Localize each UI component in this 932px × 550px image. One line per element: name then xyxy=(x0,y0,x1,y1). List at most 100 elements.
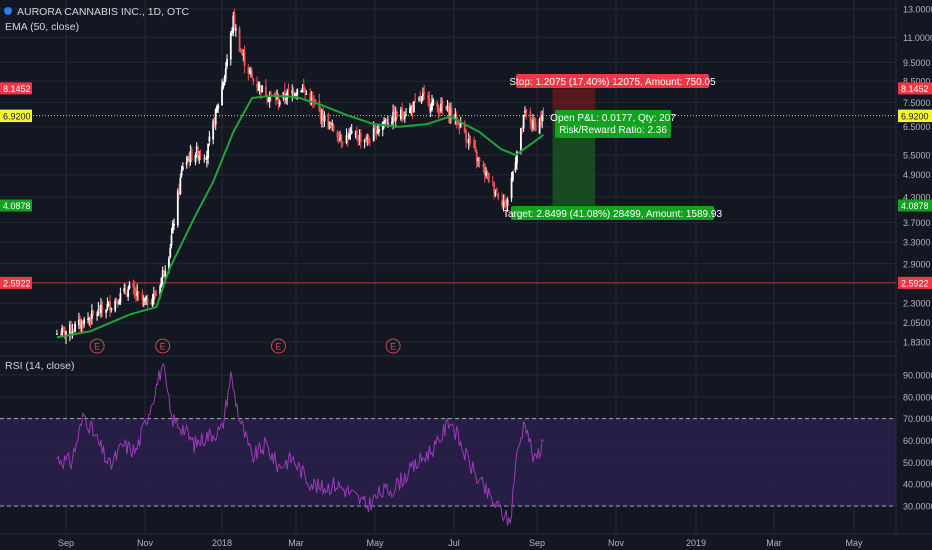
price-tick-label: 2.0500 xyxy=(903,318,931,328)
candle-body xyxy=(323,115,326,122)
candle-body xyxy=(224,68,227,79)
candle-body xyxy=(530,122,533,127)
candle-body xyxy=(208,136,211,142)
candle-body xyxy=(449,109,452,119)
pnl-label-bg[interactable] xyxy=(555,110,671,138)
candle-body xyxy=(119,293,122,303)
candle-body xyxy=(474,145,477,152)
candle-body xyxy=(465,130,467,141)
candle-body xyxy=(450,107,453,117)
candle-body xyxy=(115,298,118,302)
price-tag-value: 4.0878 xyxy=(3,201,31,211)
price-tick-label: 8.5000 xyxy=(903,77,931,87)
time-axis[interactable]: Sep Nov 2018 Mar May Jul Sep Nov 2019 Mar May xyxy=(58,538,863,548)
candle-body xyxy=(273,92,276,97)
candle-body xyxy=(402,115,405,119)
candle-body xyxy=(56,333,58,335)
price-tick-label: 6.5000 xyxy=(903,122,931,132)
time-tick-label: Sep xyxy=(58,538,74,548)
candle-body xyxy=(100,304,102,314)
candle-body xyxy=(278,101,281,105)
candle-body xyxy=(532,120,534,129)
rsi-axis[interactable]: 90.0000 80.0000 70.0000 60.0000 50.0000 40.00… xyxy=(903,371,932,512)
candle-body xyxy=(233,13,236,29)
candle-body xyxy=(339,137,341,140)
ema-legend[interactable]: EMA (50, close) xyxy=(5,21,79,33)
candle-body xyxy=(506,199,509,207)
candle-body xyxy=(296,89,299,95)
candle-body xyxy=(145,296,148,300)
earnings-marker[interactable] xyxy=(155,338,171,354)
candle-body xyxy=(355,130,358,139)
target-label-bg[interactable] xyxy=(511,206,714,220)
candle-body xyxy=(401,109,404,116)
candle-body xyxy=(454,113,457,119)
candle-body xyxy=(331,123,334,126)
candle-body xyxy=(116,301,119,305)
candle-body xyxy=(495,189,498,192)
candle-body xyxy=(418,98,420,101)
candle-body xyxy=(197,146,199,158)
earnings-marker-label: E xyxy=(275,342,281,352)
price-tag-right xyxy=(898,82,932,95)
price-tag-value: 4.0878 xyxy=(901,201,929,211)
earnings-marker[interactable] xyxy=(89,338,105,354)
candle-body xyxy=(291,90,294,94)
candle-body xyxy=(502,201,505,207)
risk-reward-label: Risk/Reward Ratio: 2.36 xyxy=(559,125,667,136)
candle-body xyxy=(485,171,488,176)
price-axis-tags: 8.14528.14526.93776.93776.92006.92004.08… xyxy=(0,82,932,289)
time-tick-label: Nov xyxy=(608,538,625,548)
candle-body xyxy=(295,93,297,97)
candle-body xyxy=(524,110,526,113)
rsi-tick-label: 60.0000 xyxy=(903,436,932,446)
candle-body xyxy=(304,88,306,93)
candle-body xyxy=(151,298,154,307)
candle-body xyxy=(181,166,184,170)
candle-body xyxy=(359,132,362,143)
earnings-marker-label: E xyxy=(94,342,100,352)
candle-body xyxy=(277,95,280,105)
candle-body xyxy=(337,138,340,141)
candle-body xyxy=(212,120,215,140)
candle-body xyxy=(377,128,380,133)
candle-body xyxy=(239,50,242,53)
stop-label-bg[interactable] xyxy=(516,74,709,88)
candle-body xyxy=(146,298,149,306)
price-axis[interactable]: 13.0000 11.0000 9.5000 8.5000 7.5000 6.5000 5.… xyxy=(903,5,932,348)
candle-body xyxy=(287,88,290,91)
candle-body xyxy=(375,126,378,136)
time-tick-label: May xyxy=(845,538,863,548)
candle-body xyxy=(136,291,139,296)
candle-body xyxy=(283,90,286,99)
candle-body xyxy=(486,171,489,173)
candle-body xyxy=(170,234,173,246)
candle-body xyxy=(318,101,321,111)
candle-body xyxy=(431,102,433,110)
rsi-legend[interactable]: RSI (14, close) xyxy=(5,360,74,372)
candle-body xyxy=(194,155,197,163)
candle-body xyxy=(459,122,462,128)
price-tag-value: 2.5922 xyxy=(901,278,929,288)
candle-body xyxy=(510,177,513,199)
candle-body xyxy=(348,133,350,139)
ema-line xyxy=(56,94,545,339)
rsi-tick-label: 40.0000 xyxy=(903,480,932,490)
candle-body xyxy=(74,323,76,332)
earnings-marker[interactable] xyxy=(385,338,401,354)
candle-body xyxy=(512,171,514,181)
rsi-tick-label: 80.0000 xyxy=(903,392,932,402)
candle-body xyxy=(319,108,322,119)
candle-body xyxy=(363,140,366,142)
candle-body xyxy=(501,199,504,206)
candle-body xyxy=(223,77,226,85)
price-tag-value: 8.1452 xyxy=(901,84,929,94)
candle-body xyxy=(469,136,471,144)
earnings-marker[interactable] xyxy=(270,338,286,354)
candle-body xyxy=(62,326,65,329)
candle-body xyxy=(345,135,348,144)
candle-body xyxy=(374,125,376,128)
candle-body xyxy=(491,181,494,183)
symbol-title[interactable]: AURORA CANNABIS INC., 1D, OTC xyxy=(17,6,190,18)
